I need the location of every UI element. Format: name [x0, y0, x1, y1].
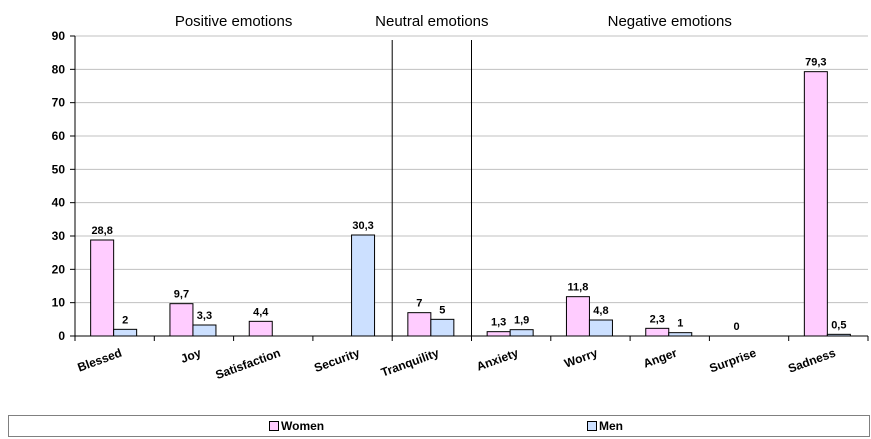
category-label-anxiety: Anxiety: [475, 346, 521, 374]
category-label-anger: Anger: [641, 346, 679, 371]
bar-men-anxiety: [509, 329, 534, 337]
legend: Women Men: [8, 415, 870, 437]
bar-women-anxiety: [486, 331, 511, 337]
category-label-tranquility: Tranquility: [379, 346, 441, 380]
y-tick-label: 40: [52, 196, 66, 210]
bar-women-satisfaction: [248, 320, 273, 337]
category-label-worry: Worry: [562, 346, 599, 371]
y-tick-label: 10: [52, 296, 66, 310]
category-label-sadness: Sadness: [786, 346, 837, 376]
y-tick-label: 90: [52, 29, 66, 43]
category-label-satisfaction: Satisfaction: [214, 346, 283, 382]
y-tick-label: 30: [52, 229, 66, 243]
bar-men-tranquility: [430, 318, 455, 337]
bar-women-worry: [565, 296, 590, 337]
group-label-0: Positive emotions: [175, 13, 293, 30]
bar-men-blessed: [113, 328, 138, 337]
y-tick-label: 20: [52, 262, 66, 276]
category-label-security: Security: [312, 346, 362, 375]
y-tick-label: 70: [52, 96, 66, 110]
y-tick-label: 0: [58, 329, 65, 343]
data-label-men-anxiety: 1,9: [514, 315, 529, 327]
bar-men-joy: [192, 324, 217, 337]
bar-women-tranquility: [407, 312, 432, 337]
category-label-blessed: Blessed: [76, 346, 124, 375]
legend-swatch-men: [587, 421, 597, 431]
group-separators: [391, 40, 472, 336]
group-labels: Positive emotions Neutral emotions Negativ…: [175, 13, 732, 30]
legend-item-women: Women: [269, 419, 324, 433]
data-label-men-security: 30,3: [352, 220, 373, 232]
legend-swatch-women: [269, 421, 279, 431]
data-label-women-worry: 11,8: [568, 282, 589, 294]
data-label-women-blessed: 28,8: [91, 225, 112, 237]
data-label-women-tranquility: 7: [416, 298, 422, 310]
legend-item-men: Men: [587, 419, 623, 433]
data-label-men-tranquility: 5: [439, 304, 445, 316]
data-label-men-anger: 1: [677, 318, 683, 330]
data-label-women-anxiety: 1,3: [491, 317, 506, 329]
axes: [74, 36, 869, 341]
y-axis-ticks: 0 10 20 30 40 50 60 70 80 90: [52, 29, 75, 343]
data-label-women-joy: 9,7: [174, 289, 189, 301]
bar-women-joy: [169, 303, 194, 337]
group-label-1: Neutral emotions: [375, 13, 488, 30]
bar-women-sadness: [803, 71, 828, 337]
legend-label-women: Women: [281, 419, 325, 433]
data-label-men-blessed: 2: [122, 314, 128, 326]
category-label-surprise: Surprise: [708, 346, 759, 376]
data-label-women-satisfaction: 4,4: [253, 306, 269, 318]
data-label-men-joy: 3,3: [197, 310, 212, 322]
data-label-men-sadness: 0,5: [831, 319, 846, 331]
y-tick-label: 80: [52, 62, 66, 76]
y-tick-label: 60: [52, 129, 66, 143]
bar-men-security: [351, 234, 376, 337]
y-tick-label: 50: [52, 162, 66, 176]
data-label-men-worry: 4,8: [593, 305, 608, 317]
x-axis-categories: Blessed Joy Satisfaction Security Tranquilit…: [76, 346, 838, 383]
data-label-women-sadness: 79,3: [805, 57, 826, 69]
category-label-joy: Joy: [179, 346, 204, 366]
legend-label-men: Men: [599, 419, 623, 433]
data-label-women-surprise: 0: [733, 321, 739, 333]
bar-men-worry: [588, 319, 613, 337]
data-labels: 28,8 2 9,7 3,3 4,4 30,3 7 5 1,3 1,9 11,8 4,8 2,3 1 0 79…: [91, 57, 846, 333]
group-label-2: Negative emotions: [608, 13, 732, 30]
bar-women-anger: [645, 327, 670, 337]
bar-women-blessed: [90, 239, 115, 337]
data-label-women-anger: 2,3: [650, 313, 665, 325]
bars: [90, 71, 851, 337]
